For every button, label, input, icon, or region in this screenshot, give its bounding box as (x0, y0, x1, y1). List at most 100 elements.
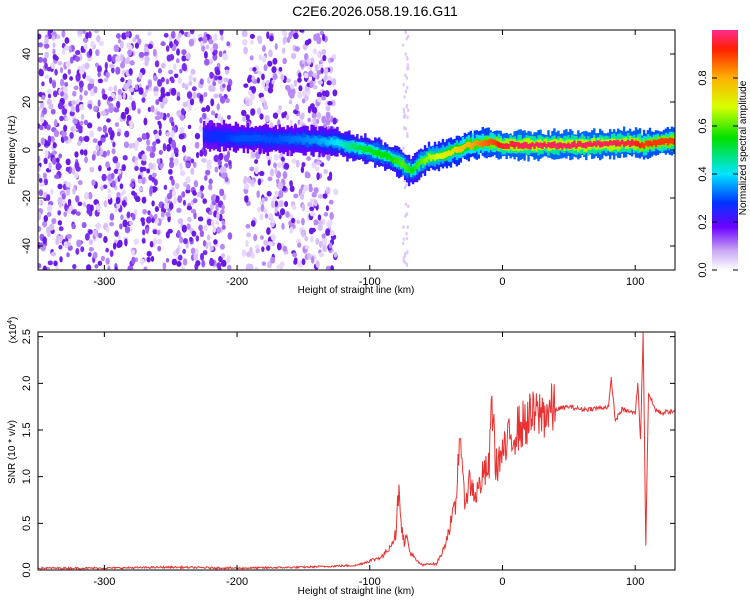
spectrogram-noise-cell (401, 43, 405, 47)
spectrogram-noise-cell (303, 184, 309, 192)
spectrogram-noise-cell (288, 31, 293, 40)
spectrogram-noise-cell (200, 40, 204, 48)
spectrogram-noise-cell (206, 163, 212, 170)
spectrogram-noise-cell (309, 211, 316, 217)
spectrogram-noise-cell (114, 266, 118, 270)
spectrogram-noise-cell (129, 182, 135, 188)
spectrogram-noise-cell (171, 178, 175, 186)
spectrogram-noise-cell (91, 153, 96, 161)
spectrogram-noise-cell (67, 138, 72, 143)
spectrogram-ridge-cell (581, 143, 584, 148)
snr-x-ticks: -300 -200 -100 0 100 (93, 332, 644, 588)
spectrogram-noise-cell (205, 44, 210, 50)
spectrogram-noise-cell (316, 74, 320, 80)
spectrogram-noise-cell (328, 199, 334, 205)
spectrogram-noise-cell (295, 159, 300, 168)
spectrogram-ridge-cell (338, 140, 341, 147)
spectrogram-noise-cell (179, 126, 185, 134)
spectrogram-noise-cell (192, 91, 198, 99)
spectrogram-xtick-label: 0 (499, 276, 505, 288)
spectrogram-noise-cell (309, 103, 315, 110)
spectrogram-noise-cell (58, 153, 63, 159)
spectrogram-noise-cell (146, 168, 151, 174)
spectrogram-noise-cell (173, 197, 177, 205)
spectrogram-noise-cell (88, 103, 93, 110)
spectrogram-noise-cell (121, 164, 126, 172)
spectrogram-noise-cell (299, 113, 305, 120)
spectrogram-ridge-cell (513, 141, 516, 149)
spectrogram-noise-cell (267, 261, 272, 269)
spectrogram-noise-cell (83, 202, 87, 208)
spectrogram-ridge-cell (202, 131, 206, 138)
spectrogram-ridge-cell (459, 146, 463, 153)
spectrogram-ridge-cell (597, 140, 600, 146)
spectrogram-ridge-cell (306, 135, 309, 143)
spectrogram-ridge-cell (443, 151, 447, 158)
spectrogram-noise-cell (83, 149, 88, 156)
spectrogram-noise-cell (256, 206, 262, 213)
snr-ytick-label: 2.0 (21, 376, 33, 391)
spectrogram-ridge-cell (533, 143, 536, 149)
spectrogram-ridge-cell (276, 137, 279, 144)
spectrogram-noise-cell (198, 124, 203, 132)
spectrogram-noise-cell (406, 57, 409, 61)
spectrogram-noise-cell (57, 183, 63, 190)
spectrogram-noise-cell (264, 196, 268, 202)
spectrogram-noise-cell (187, 124, 192, 130)
spectrogram-ridge-cell (304, 137, 307, 143)
spectrogram-noise-cell (119, 223, 123, 230)
spectrogram-noise-cell (275, 190, 279, 198)
spectrogram-noise-cell (87, 191, 93, 200)
noise-layer (38, 30, 410, 270)
spectrogram-noise-cell (60, 91, 64, 97)
spectrogram-noise-cell (109, 250, 114, 258)
spectrogram-noise-cell (211, 110, 215, 116)
spectrogram-noise-cell (219, 243, 225, 250)
spectrogram-ridge-cell (419, 159, 423, 164)
spectrogram-noise-cell (150, 105, 155, 113)
spectrogram-ridge-cell (511, 141, 514, 148)
spectrogram-noise-cell (310, 255, 315, 264)
spectrogram-noise-cell (71, 223, 76, 230)
spectrogram-noise-cell (57, 220, 63, 226)
spectrogram-noise-cell (57, 102, 64, 110)
spectrogram-noise-cell (208, 183, 213, 191)
spectrogram-noise-cell (117, 93, 122, 101)
spectrogram-noise-cell (332, 117, 337, 125)
spectrogram-noise-cell (138, 72, 143, 80)
spectrogram-noise-cell (38, 91, 43, 98)
spectrogram-noise-cell (217, 75, 223, 81)
spectrogram-noise-cell (44, 62, 48, 69)
spectrogram-noise-cell (113, 44, 120, 53)
spectrogram-noise-cell (325, 205, 330, 212)
spectrogram-noise-cell (222, 166, 227, 174)
spectrogram-noise-cell (61, 130, 67, 138)
spectrogram-ridge-cell (220, 133, 224, 139)
spectrogram-noise-cell (157, 245, 162, 252)
spectrogram-ridge-cell (384, 151, 387, 158)
spectrogram-ridge-cell (638, 143, 642, 149)
spectrogram-noise-cell (38, 68, 43, 77)
colorbar-ticks: 0.0 0.2 0.4 0.6 0.8 (697, 70, 738, 278)
spectrogram-ridge-cell (288, 136, 291, 144)
spectrogram-noise-cell (263, 64, 268, 72)
spectrogram-ylabel: Frequency (Hz) (7, 116, 18, 185)
spectrogram-noise-cell (182, 101, 188, 108)
spectrogram-noise-cell (88, 239, 93, 245)
spectrogram-noise-cell (259, 113, 264, 120)
spectrogram-noise-cell (199, 149, 204, 157)
spectrogram-noise-cell (245, 265, 250, 270)
spectrogram-noise-cell (248, 67, 254, 72)
spectrogram-noise-cell (250, 251, 255, 259)
spectrogram-noise-cell (141, 196, 147, 204)
spectrogram-noise-cell (46, 66, 53, 72)
spectrogram-noise-cell (282, 30, 288, 38)
spectrogram-ridge-cell (473, 140, 477, 147)
spectrogram-noise-cell (84, 62, 90, 70)
spectrogram-ridge-cell (218, 134, 222, 141)
spectrogram-noise-cell (269, 168, 275, 177)
spectrogram-noise-cell (151, 217, 155, 223)
spectrogram-noise-cell (158, 129, 162, 137)
spectrogram-noise-cell (107, 265, 111, 270)
spectrogram-noise-cell (141, 133, 147, 140)
